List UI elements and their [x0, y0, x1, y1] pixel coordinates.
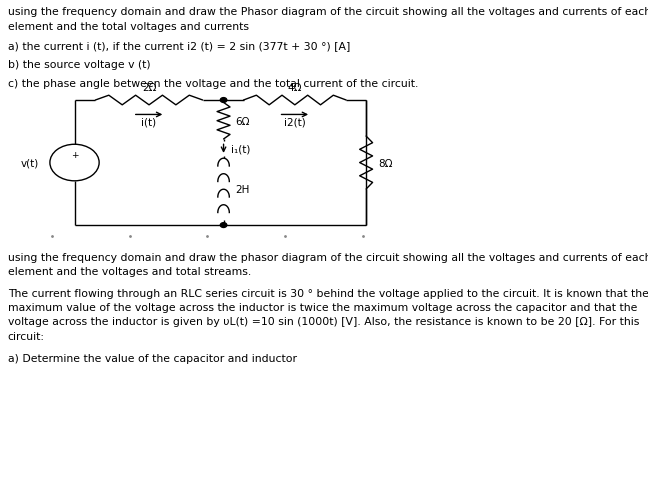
Text: 4Ω: 4Ω	[288, 83, 302, 93]
Circle shape	[220, 223, 227, 228]
Text: circuit:: circuit:	[8, 331, 45, 341]
Text: element and the total voltages and currents: element and the total voltages and curre…	[8, 22, 249, 32]
Text: The current flowing through an RLC series circuit is 30 ° behind the voltage app: The current flowing through an RLC serie…	[8, 288, 648, 298]
Text: using the frequency domain and draw the phasor diagram of the circuit showing al: using the frequency domain and draw the …	[8, 252, 648, 262]
Text: element and the voltages and total streams.: element and the voltages and total strea…	[8, 266, 251, 276]
Circle shape	[220, 98, 227, 103]
Text: using the frequency domain and draw the Phasor diagram of the circuit showing al: using the frequency domain and draw the …	[8, 7, 648, 17]
Text: +: +	[71, 151, 78, 159]
Text: b) the source voltage v (t): b) the source voltage v (t)	[8, 60, 150, 70]
Text: 2Ω: 2Ω	[142, 83, 156, 93]
Text: 2H: 2H	[235, 185, 249, 195]
Text: maximum value of the voltage across the inductor is twice the maximum voltage ac: maximum value of the voltage across the …	[8, 302, 637, 312]
Text: i₁(t): i₁(t)	[231, 144, 251, 154]
Text: voltage across the inductor is given by υL(t) =10 sin (1000t) [V]. Also, the res: voltage across the inductor is given by …	[8, 317, 639, 327]
Text: c) the phase angle between the voltage and the total current of the circuit.: c) the phase angle between the voltage a…	[8, 79, 418, 89]
Text: i(t): i(t)	[141, 118, 157, 128]
Text: a) the current i (t), if the current i2 (t) = 2 sin (377t + 30 °) [A]: a) the current i (t), if the current i2 …	[8, 41, 350, 51]
Text: 8Ω: 8Ω	[378, 158, 392, 168]
Text: v(t): v(t)	[21, 158, 39, 168]
Text: i2(t): i2(t)	[284, 118, 306, 128]
Text: a) Determine the value of the capacitor and inductor: a) Determine the value of the capacitor …	[8, 353, 297, 363]
Text: 6Ω: 6Ω	[235, 117, 249, 126]
